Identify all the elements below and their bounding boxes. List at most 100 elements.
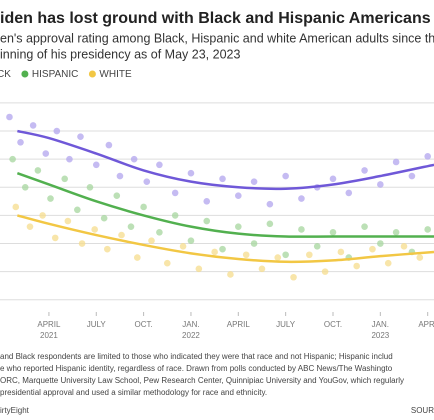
point	[313, 243, 321, 250]
point	[78, 240, 86, 247]
point	[258, 265, 266, 273]
point	[266, 200, 274, 208]
point	[329, 175, 337, 183]
point	[156, 161, 163, 169]
point	[113, 192, 121, 200]
point	[47, 195, 54, 202]
point	[9, 155, 16, 163]
series	[9, 155, 431, 261]
x-tick-year: 2021	[40, 331, 58, 340]
point	[105, 141, 113, 149]
series	[6, 113, 431, 208]
legend-swatch	[88, 70, 96, 78]
point	[118, 231, 125, 239]
point	[163, 259, 171, 267]
point	[195, 265, 203, 273]
source: SOUR	[411, 406, 434, 415]
x-tick-label: APRI	[418, 320, 434, 329]
point	[17, 138, 24, 146]
point	[187, 169, 195, 177]
point	[266, 220, 274, 228]
point	[321, 268, 329, 275]
point	[127, 223, 135, 230]
point	[171, 212, 179, 219]
x-tick-label: JULY	[276, 320, 296, 329]
point	[148, 237, 155, 245]
x-tick-label: APRIL	[227, 320, 251, 329]
point	[91, 226, 98, 233]
x-tick-label: JAN.	[182, 320, 199, 329]
point	[329, 228, 337, 236]
point	[21, 183, 29, 191]
point	[369, 245, 376, 253]
point	[282, 172, 289, 180]
point	[235, 192, 242, 200]
point	[290, 273, 297, 281]
point	[203, 217, 211, 225]
x-tick-label: APRIL	[37, 320, 61, 329]
point	[53, 127, 61, 135]
point	[130, 155, 138, 163]
subtitle: inning of his presidency as of May 23, 2…	[0, 47, 240, 61]
point	[274, 254, 282, 261]
point	[77, 133, 84, 140]
note: e who reported Hispanic identity, regard…	[0, 364, 393, 373]
point	[64, 217, 72, 225]
point	[29, 122, 37, 129]
point	[156, 228, 163, 236]
point	[6, 113, 13, 121]
point	[92, 161, 100, 169]
point	[42, 150, 50, 157]
legend-label: CK	[0, 69, 11, 80]
point	[140, 203, 147, 211]
point	[392, 158, 400, 166]
point	[242, 251, 250, 259]
point	[345, 189, 353, 197]
point	[34, 167, 42, 174]
point	[377, 181, 384, 188]
point	[408, 172, 416, 180]
x-tick-label: OCT.	[324, 320, 342, 329]
point	[61, 175, 69, 183]
point	[187, 237, 195, 245]
point	[100, 214, 108, 222]
point	[171, 189, 179, 197]
point	[235, 223, 242, 230]
legend-swatch	[21, 70, 29, 78]
point	[219, 245, 226, 253]
point	[116, 172, 124, 180]
chart-title: iden has lost ground with Black and Hisp…	[0, 10, 431, 27]
point	[51, 234, 59, 242]
subtitle: en's approval rating among Black, Hispan…	[0, 31, 434, 45]
point	[179, 243, 187, 250]
point	[424, 153, 431, 160]
point	[211, 248, 218, 256]
credit: irtyEight	[0, 406, 30, 415]
point	[361, 223, 368, 230]
point	[143, 178, 151, 185]
point	[250, 240, 258, 247]
legend-label: WHITE	[99, 69, 132, 80]
point	[219, 175, 226, 183]
point	[298, 195, 305, 202]
point	[26, 223, 34, 230]
point	[250, 178, 258, 185]
point	[134, 254, 141, 261]
note: and Black respondents are limited to tho…	[0, 352, 393, 361]
point	[384, 259, 392, 267]
point	[416, 254, 424, 261]
point	[392, 228, 400, 236]
x-tick-label: JAN.	[372, 320, 389, 329]
trend-line	[16, 172, 434, 238]
x-tick-year: 2022	[182, 331, 200, 340]
point	[203, 198, 211, 205]
series	[12, 203, 424, 281]
point	[282, 251, 289, 259]
point	[227, 271, 234, 278]
x-tick-label: OCT.	[134, 320, 152, 329]
trend-line	[17, 129, 434, 191]
point	[353, 262, 360, 270]
point	[306, 251, 313, 259]
point	[74, 206, 81, 214]
